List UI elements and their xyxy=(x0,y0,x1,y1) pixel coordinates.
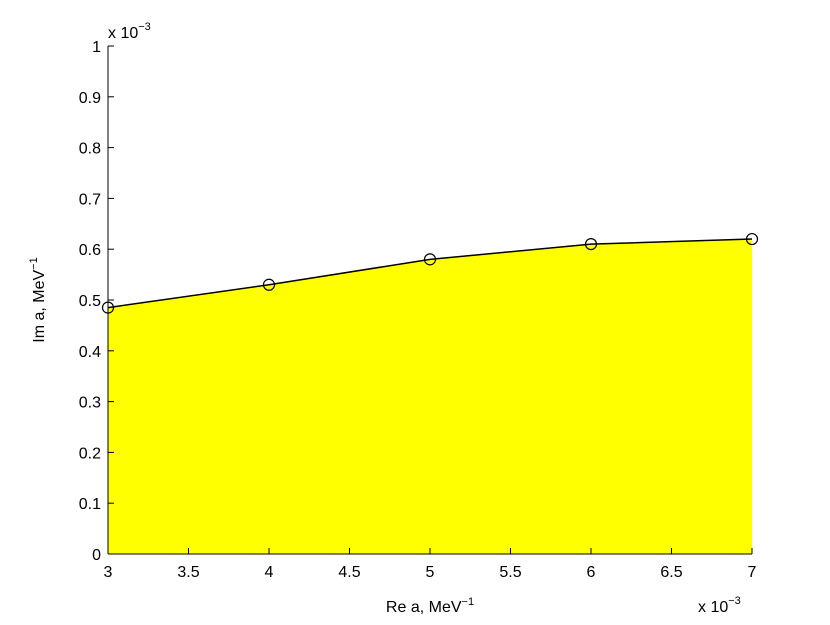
data-point xyxy=(423,253,437,266)
data-point xyxy=(584,238,598,251)
x-tick-label: 3.5 xyxy=(177,564,199,581)
y-tick-label: 0.4 xyxy=(79,344,101,361)
x-exponent-power: −3 xyxy=(728,595,741,607)
x-ticks: 3 3.5 4 4.5 5 5.5 6 6.5 7 xyxy=(104,548,757,581)
x-tick-label: 6 xyxy=(587,564,596,581)
y-axis-label: Im a, MeV−1 xyxy=(28,257,48,342)
y-axis-label-sup: −1 xyxy=(28,257,40,270)
y-exponent-power: −3 xyxy=(138,21,151,33)
x-tick-label: 6.5 xyxy=(660,564,682,581)
y-tick-label: 0.1 xyxy=(79,496,101,513)
y-tick-label: 0.2 xyxy=(79,445,101,462)
x-exponent-label: x 10−3 xyxy=(698,595,741,616)
x-tick-label: 5 xyxy=(426,564,435,581)
x-axis-label-text: Re a, MeV xyxy=(386,599,462,616)
x-tick-label: 7 xyxy=(748,564,757,581)
y-tick-label: 0.3 xyxy=(79,395,101,412)
y-tick-label: 1 xyxy=(92,39,101,56)
chart-marks xyxy=(101,232,759,555)
y-ticks: 0 0.1 0.2 0.3 0.4 0.5 0.6 0.7 0.8 0.9 1 xyxy=(79,39,114,564)
x-tick-label: 4.5 xyxy=(338,564,360,581)
y-tick-label: 0 xyxy=(92,547,101,564)
x-tick-label: 5.5 xyxy=(499,564,521,581)
y-tick-label: 0.8 xyxy=(79,141,101,158)
x-axis-label-sup: −1 xyxy=(462,596,475,608)
y-exponent-prefix: x 10 xyxy=(108,25,138,42)
x-tick-label: 3 xyxy=(104,564,113,581)
area-fill xyxy=(108,239,752,555)
y-tick-label: 0.6 xyxy=(79,242,101,259)
x-tick-label: 4 xyxy=(265,564,274,581)
x-axis-label: Re a, MeV−1 xyxy=(386,596,474,616)
data-point xyxy=(745,232,759,246)
y-exponent-label: x 10−3 xyxy=(108,21,151,42)
y-tick-label: 0.7 xyxy=(79,191,101,208)
x-exponent-prefix: x 10 xyxy=(698,599,728,616)
data-point xyxy=(262,278,276,291)
series-line xyxy=(107,238,753,309)
y-axis-label-text: Im a, MeV xyxy=(31,269,48,342)
y-tick-label: 0.5 xyxy=(79,293,101,310)
y-tick-label: 0.9 xyxy=(79,90,101,107)
